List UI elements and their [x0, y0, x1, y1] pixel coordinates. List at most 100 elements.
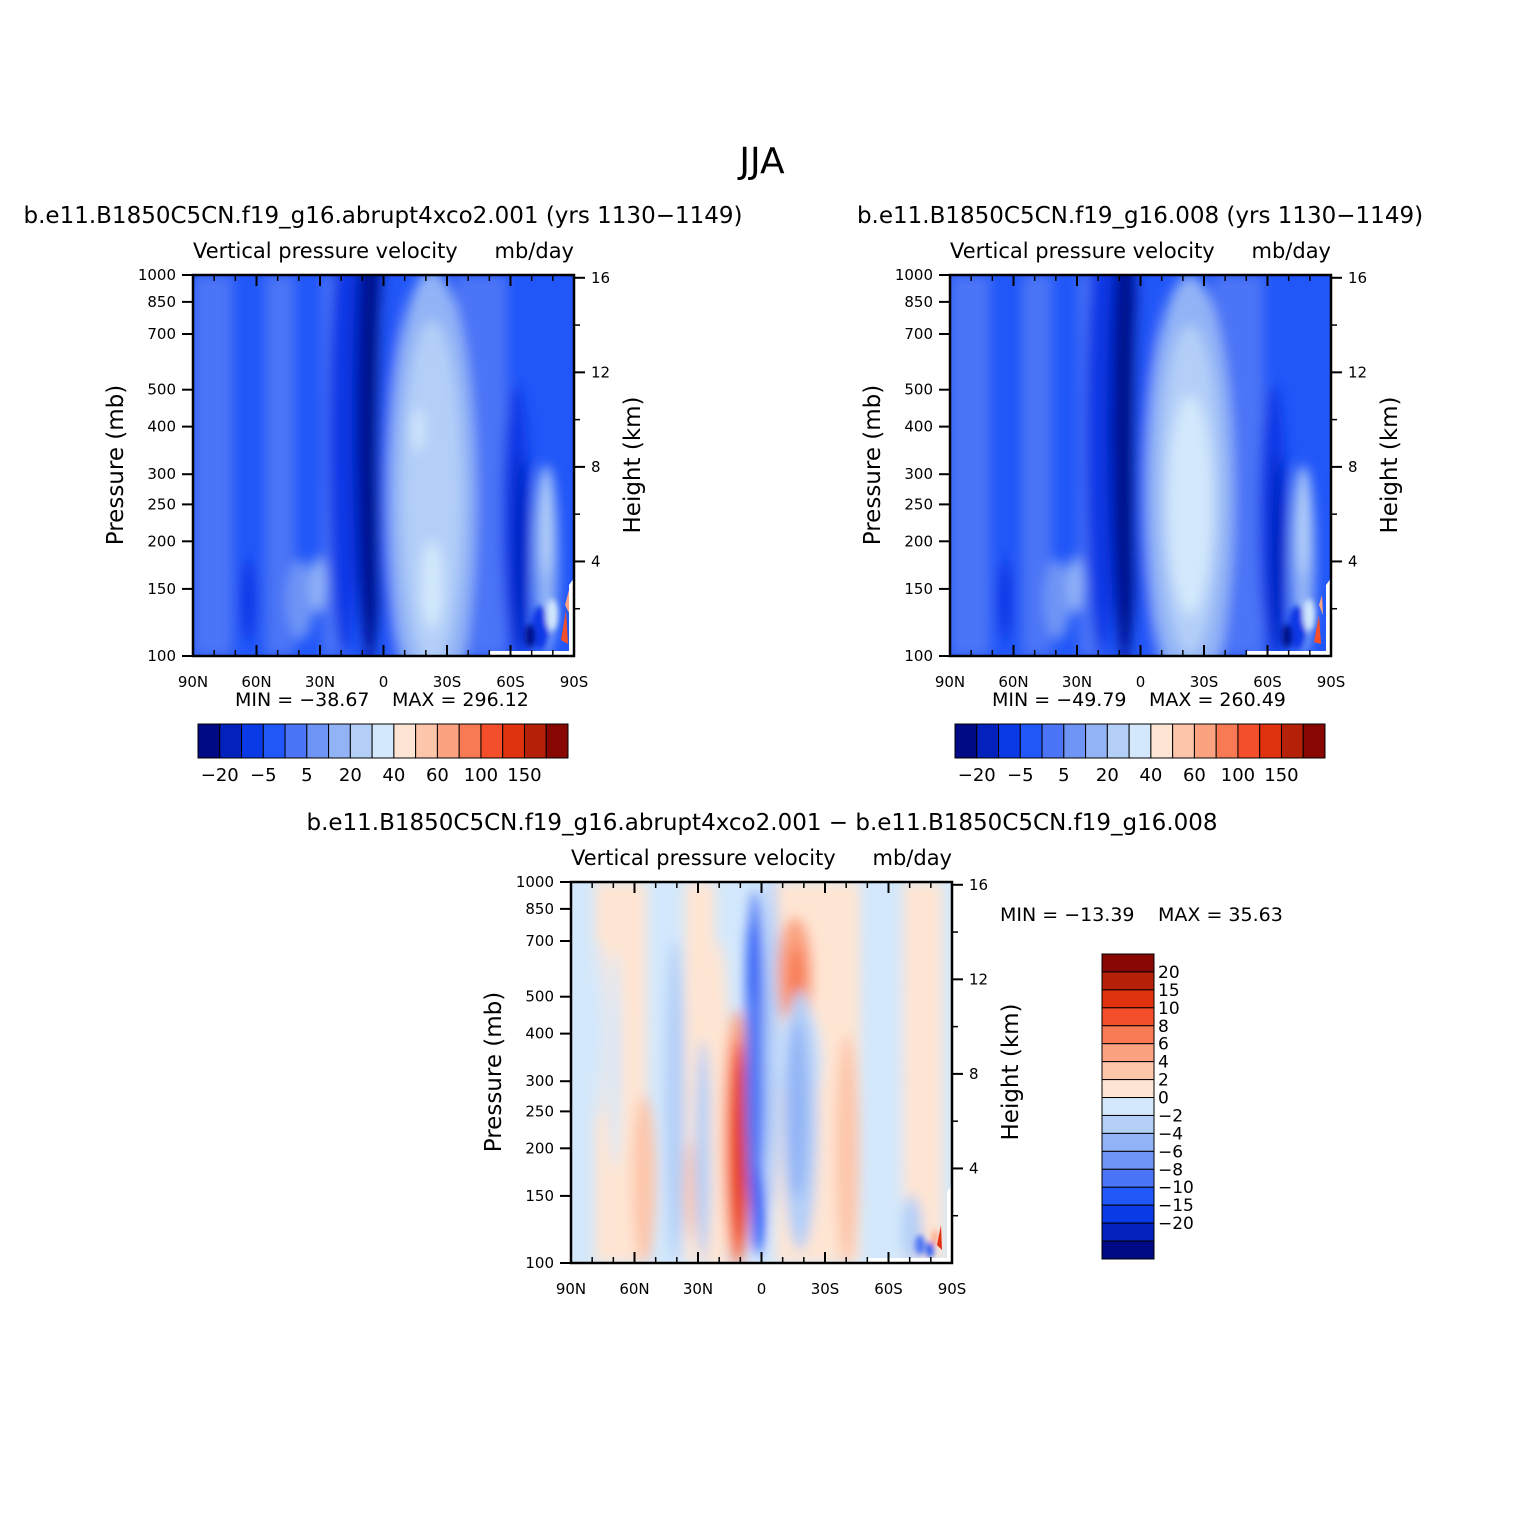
min-label: MIN = −13.39 [1000, 904, 1135, 926]
y2-tick-label: 12 [591, 363, 610, 381]
y-tick-label: 200 [904, 532, 933, 550]
x-tick-label: 30N [683, 1280, 713, 1298]
y-tick-label: 500 [904, 381, 933, 399]
legend-swatch [545, 723, 569, 759]
legend-swatch [393, 723, 417, 759]
legend-swatch [306, 723, 330, 759]
legend-swatch [371, 723, 395, 759]
panel-subtitle-variable: Vertical pressure velocity [571, 846, 836, 870]
x-tick-label: 90N [935, 673, 965, 691]
legend-swatch [1237, 723, 1261, 759]
legend-swatch [1150, 723, 1174, 759]
y2-tick-label: 12 [969, 970, 988, 988]
x-tick-label: 30S [811, 1280, 840, 1298]
legend-label: −20 [958, 765, 996, 786]
min-label: MIN = −49.79 [992, 689, 1127, 711]
y-tick-label: 400 [525, 1025, 554, 1043]
panel-control-008: b.e11.B1850C5CN.f19_g16.008 (yrs 1130−11… [857, 203, 1423, 786]
x-tick-label: 90S [938, 1280, 967, 1298]
y2-axis-label: Height (km) [1377, 396, 1403, 533]
x-tick-label: 60N [241, 673, 271, 691]
legend-swatch [1215, 723, 1239, 759]
x-tick-label: 60S [874, 1280, 903, 1298]
y2-tick-label: 12 [1348, 363, 1367, 381]
y-tick-label: 850 [525, 900, 554, 918]
contour-field [571, 882, 952, 1263]
legend-swatch [219, 723, 243, 759]
color-legend: −20 −5 5 20 40 60 100 150 [197, 723, 569, 786]
y-tick-label: 100 [147, 647, 176, 665]
y-tick-label: 700 [525, 932, 554, 950]
y-tick-label: 400 [904, 418, 933, 436]
x-tick-label: 30S [433, 673, 462, 691]
x-tick-label: 30S [1190, 673, 1219, 691]
y-tick-label: 300 [904, 465, 933, 483]
legend-label: 5 [301, 765, 312, 786]
panel-subtitle-variable: Vertical pressure velocity [193, 239, 458, 263]
x-tick-label: 30N [1062, 673, 1092, 691]
legend-swatch [241, 723, 264, 759]
x-tick-label: 90S [1317, 673, 1346, 691]
color-legend: −20 −5 5 20 40 60 100 150 [954, 723, 1326, 786]
x-tick-label: 30N [305, 673, 335, 691]
legend-swatch [1280, 723, 1304, 759]
y2-tick-label: 16 [969, 876, 988, 894]
legend-swatch [1101, 1204, 1155, 1224]
legend-swatch [328, 723, 351, 759]
legend-label: 6 [1158, 1035, 1169, 1055]
legend-swatch [1101, 953, 1155, 973]
legend-label: −20 [1158, 1214, 1194, 1234]
y-tick-label: 850 [904, 293, 933, 311]
legend-label: −4 [1158, 1124, 1183, 1144]
legend-swatch [1128, 723, 1152, 759]
contour-field [193, 275, 574, 656]
legend-swatch [1101, 1132, 1155, 1152]
y-tick-label: 700 [904, 325, 933, 343]
legend-swatch [1101, 1150, 1155, 1170]
legend-label: 5 [1058, 765, 1069, 786]
legend-label: 60 [426, 765, 449, 786]
y-tick-label: 700 [147, 325, 176, 343]
legend-swatch [1063, 723, 1087, 759]
legend-label: 60 [1183, 765, 1206, 786]
legend-label: −2 [1158, 1106, 1183, 1126]
legend-swatch [1101, 1061, 1155, 1081]
legend-swatch [1193, 723, 1217, 759]
legend-swatch [998, 723, 1021, 759]
legend-swatch [284, 723, 308, 759]
max-label: MAX = 35.63 [1158, 904, 1283, 926]
panel-subtitle-units: mb/day [495, 239, 575, 263]
y-axis-label: Pressure (mb) [860, 385, 886, 545]
legend-label: 15 [1158, 981, 1180, 1001]
x-tick-label: 90S [560, 673, 589, 691]
y2-tick-label: 4 [591, 552, 601, 570]
y-tick-label: 100 [525, 1254, 554, 1272]
panel-subtitle-units: mb/day [1252, 239, 1332, 263]
panel-subtitle-variable: Vertical pressure velocity [950, 239, 1215, 263]
legend-label: 40 [1139, 765, 1162, 786]
legend-swatch [976, 723, 1000, 759]
y-tick-label: 200 [525, 1139, 554, 1157]
y2-tick-label: 16 [1348, 269, 1367, 287]
y2-axis-label: Height (km) [998, 1003, 1024, 1140]
legend-swatch [1101, 1097, 1155, 1116]
legend-swatch [1172, 723, 1195, 759]
legend-swatch [523, 723, 547, 759]
y2-tick-label: 8 [969, 1065, 979, 1083]
y-tick-label: 1000 [895, 266, 933, 284]
legend-swatch [1101, 1079, 1155, 1099]
x-tick-label: 0 [757, 1280, 767, 1298]
legend-swatch [436, 723, 460, 759]
y-tick-label: 150 [525, 1187, 554, 1205]
y2-tick-label: 4 [1348, 552, 1358, 570]
y-tick-label: 1000 [516, 873, 554, 891]
y2-axis-label: Height (km) [620, 396, 646, 533]
legend-label: 20 [1096, 765, 1119, 786]
legend-swatch [1101, 989, 1155, 1009]
x-tick-label: 90N [178, 673, 208, 691]
legend-swatch [1101, 1114, 1155, 1134]
x-tick-label: 60S [1253, 673, 1282, 691]
panel-difference: b.e11.B1850C5CN.f19_g16.abrupt4xco2.001 … [306, 810, 1283, 1298]
figure-title: JJA [737, 141, 785, 182]
